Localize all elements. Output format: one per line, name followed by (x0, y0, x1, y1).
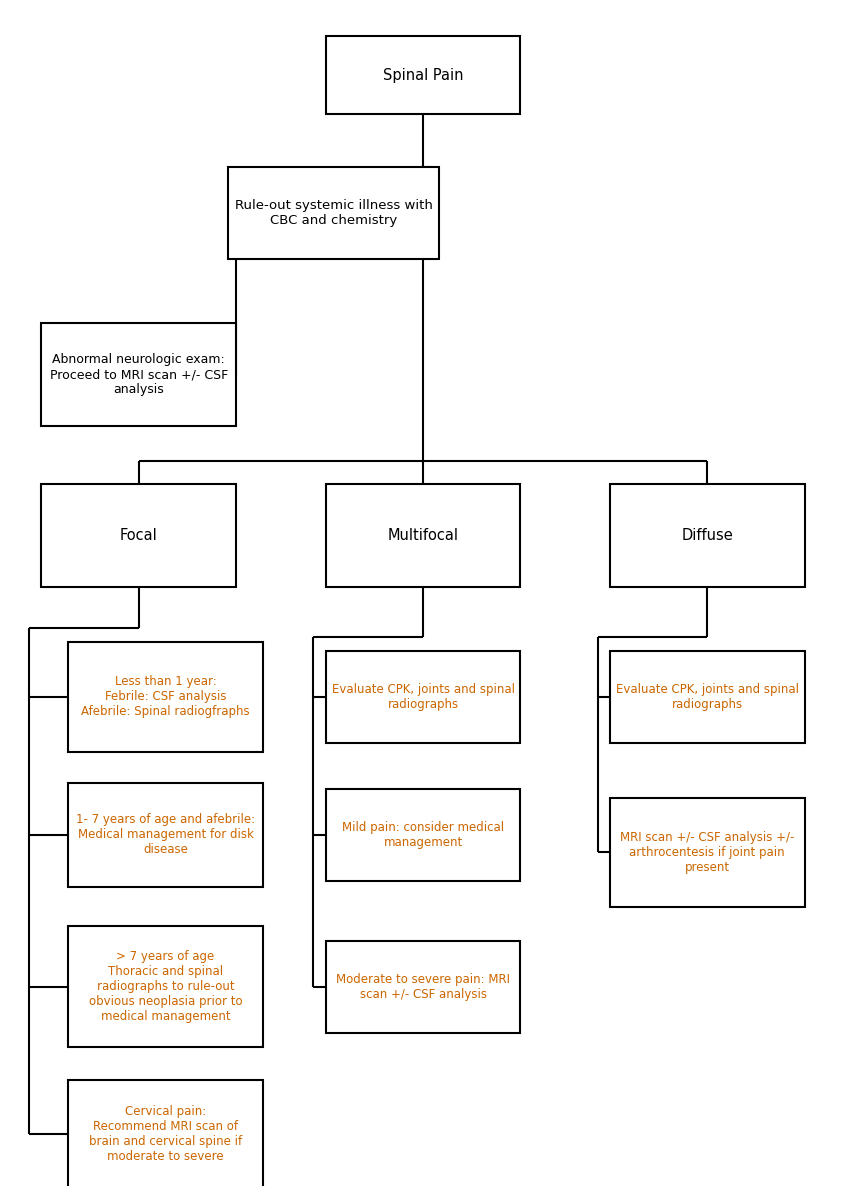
Text: > 7 years of age
Thoracic and spinal
radiographs to rule-out
obvious neoplasia p: > 7 years of age Thoracic and spinal rad… (89, 950, 242, 1023)
Text: 1- 7 years of age and afebrile:
Medical management for disk
disease: 1- 7 years of age and afebrile: Medical … (76, 813, 255, 857)
FancyBboxPatch shape (68, 1079, 263, 1188)
FancyBboxPatch shape (326, 484, 520, 587)
Text: Cervical pain:
Recommend MRI scan of
brain and cervical spine if
moderate to sev: Cervical pain: Recommend MRI scan of bra… (89, 1106, 242, 1163)
FancyBboxPatch shape (68, 926, 263, 1047)
Text: Rule-out systemic illness with
CBC and chemistry: Rule-out systemic illness with CBC and c… (234, 199, 432, 228)
FancyBboxPatch shape (610, 651, 805, 743)
FancyBboxPatch shape (326, 651, 520, 743)
FancyBboxPatch shape (610, 798, 805, 907)
Text: Spinal Pain: Spinal Pain (382, 68, 464, 83)
FancyBboxPatch shape (41, 484, 236, 587)
FancyBboxPatch shape (326, 940, 520, 1033)
FancyBboxPatch shape (326, 789, 520, 881)
FancyBboxPatch shape (68, 642, 263, 751)
FancyBboxPatch shape (228, 168, 439, 260)
Text: Focal: Focal (120, 528, 157, 543)
FancyBboxPatch shape (610, 484, 805, 587)
Text: MRI scan +/- CSF analysis +/-
arthrocentesis if joint pain
present: MRI scan +/- CSF analysis +/- arthrocent… (620, 830, 794, 873)
Text: Abnormal neurologic exam:
Proceed to MRI scan +/- CSF
analysis: Abnormal neurologic exam: Proceed to MRI… (50, 353, 228, 397)
FancyBboxPatch shape (41, 322, 236, 426)
Text: Evaluate CPK, joints and spinal
radiographs: Evaluate CPK, joints and spinal radiogra… (616, 683, 799, 710)
Text: Moderate to severe pain: MRI
scan +/- CSF analysis: Moderate to severe pain: MRI scan +/- CS… (336, 973, 510, 1000)
Text: Mild pain: consider medical
management: Mild pain: consider medical management (342, 821, 504, 849)
FancyBboxPatch shape (326, 36, 520, 115)
FancyBboxPatch shape (68, 783, 263, 887)
Text: Diffuse: Diffuse (681, 528, 733, 543)
Text: Less than 1 year:
Febrile: CSF analysis
Afebrile: Spinal radiogfraphs: Less than 1 year: Febrile: CSF analysis … (81, 676, 250, 719)
Text: Multifocal: Multifocal (387, 528, 459, 543)
Text: Evaluate CPK, joints and spinal
radiographs: Evaluate CPK, joints and spinal radiogra… (332, 683, 514, 710)
